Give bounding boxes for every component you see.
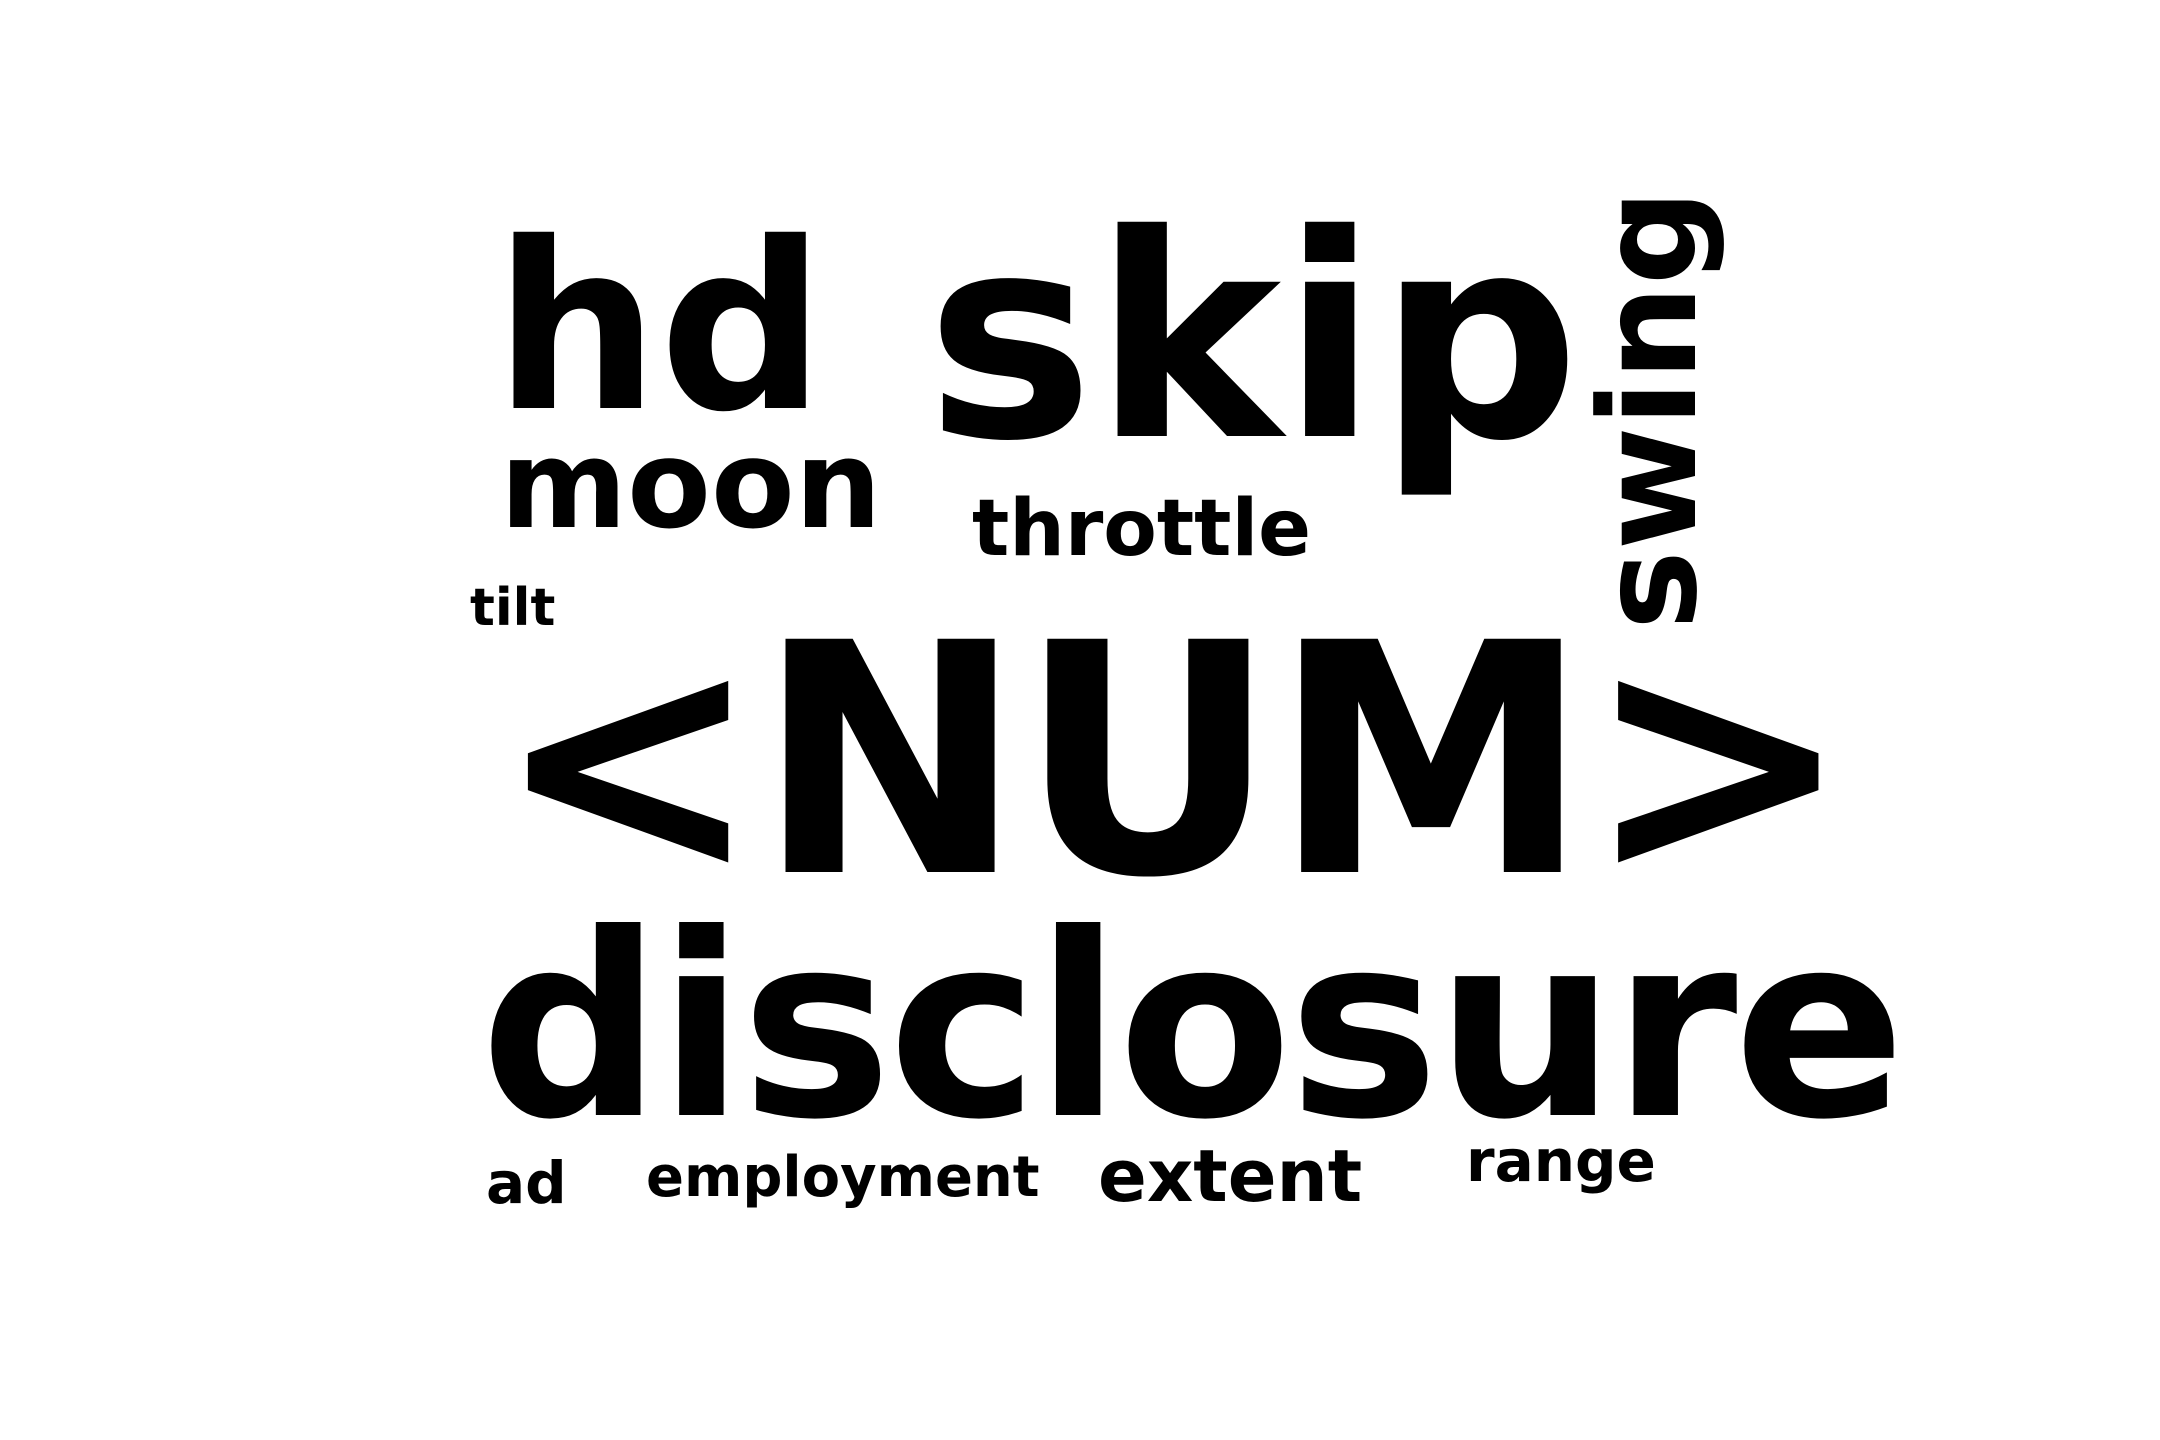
word-num: <NUM> [494, 576, 1852, 948]
word-range: range [1466, 1127, 1656, 1195]
word-swing: swing [1571, 189, 1727, 630]
word-ad: ad [486, 1149, 567, 1217]
word-tilt: tilt [470, 578, 556, 638]
word-throttle: throttle [972, 484, 1312, 574]
word-extent: extent [1098, 1134, 1363, 1218]
word-hd: hd [494, 193, 826, 463]
word-disclosure: disclosure [480, 879, 1906, 1175]
word-skip: skip [926, 174, 1580, 503]
word-moon: moon [500, 414, 882, 556]
word-employment: employment [646, 1145, 1040, 1210]
